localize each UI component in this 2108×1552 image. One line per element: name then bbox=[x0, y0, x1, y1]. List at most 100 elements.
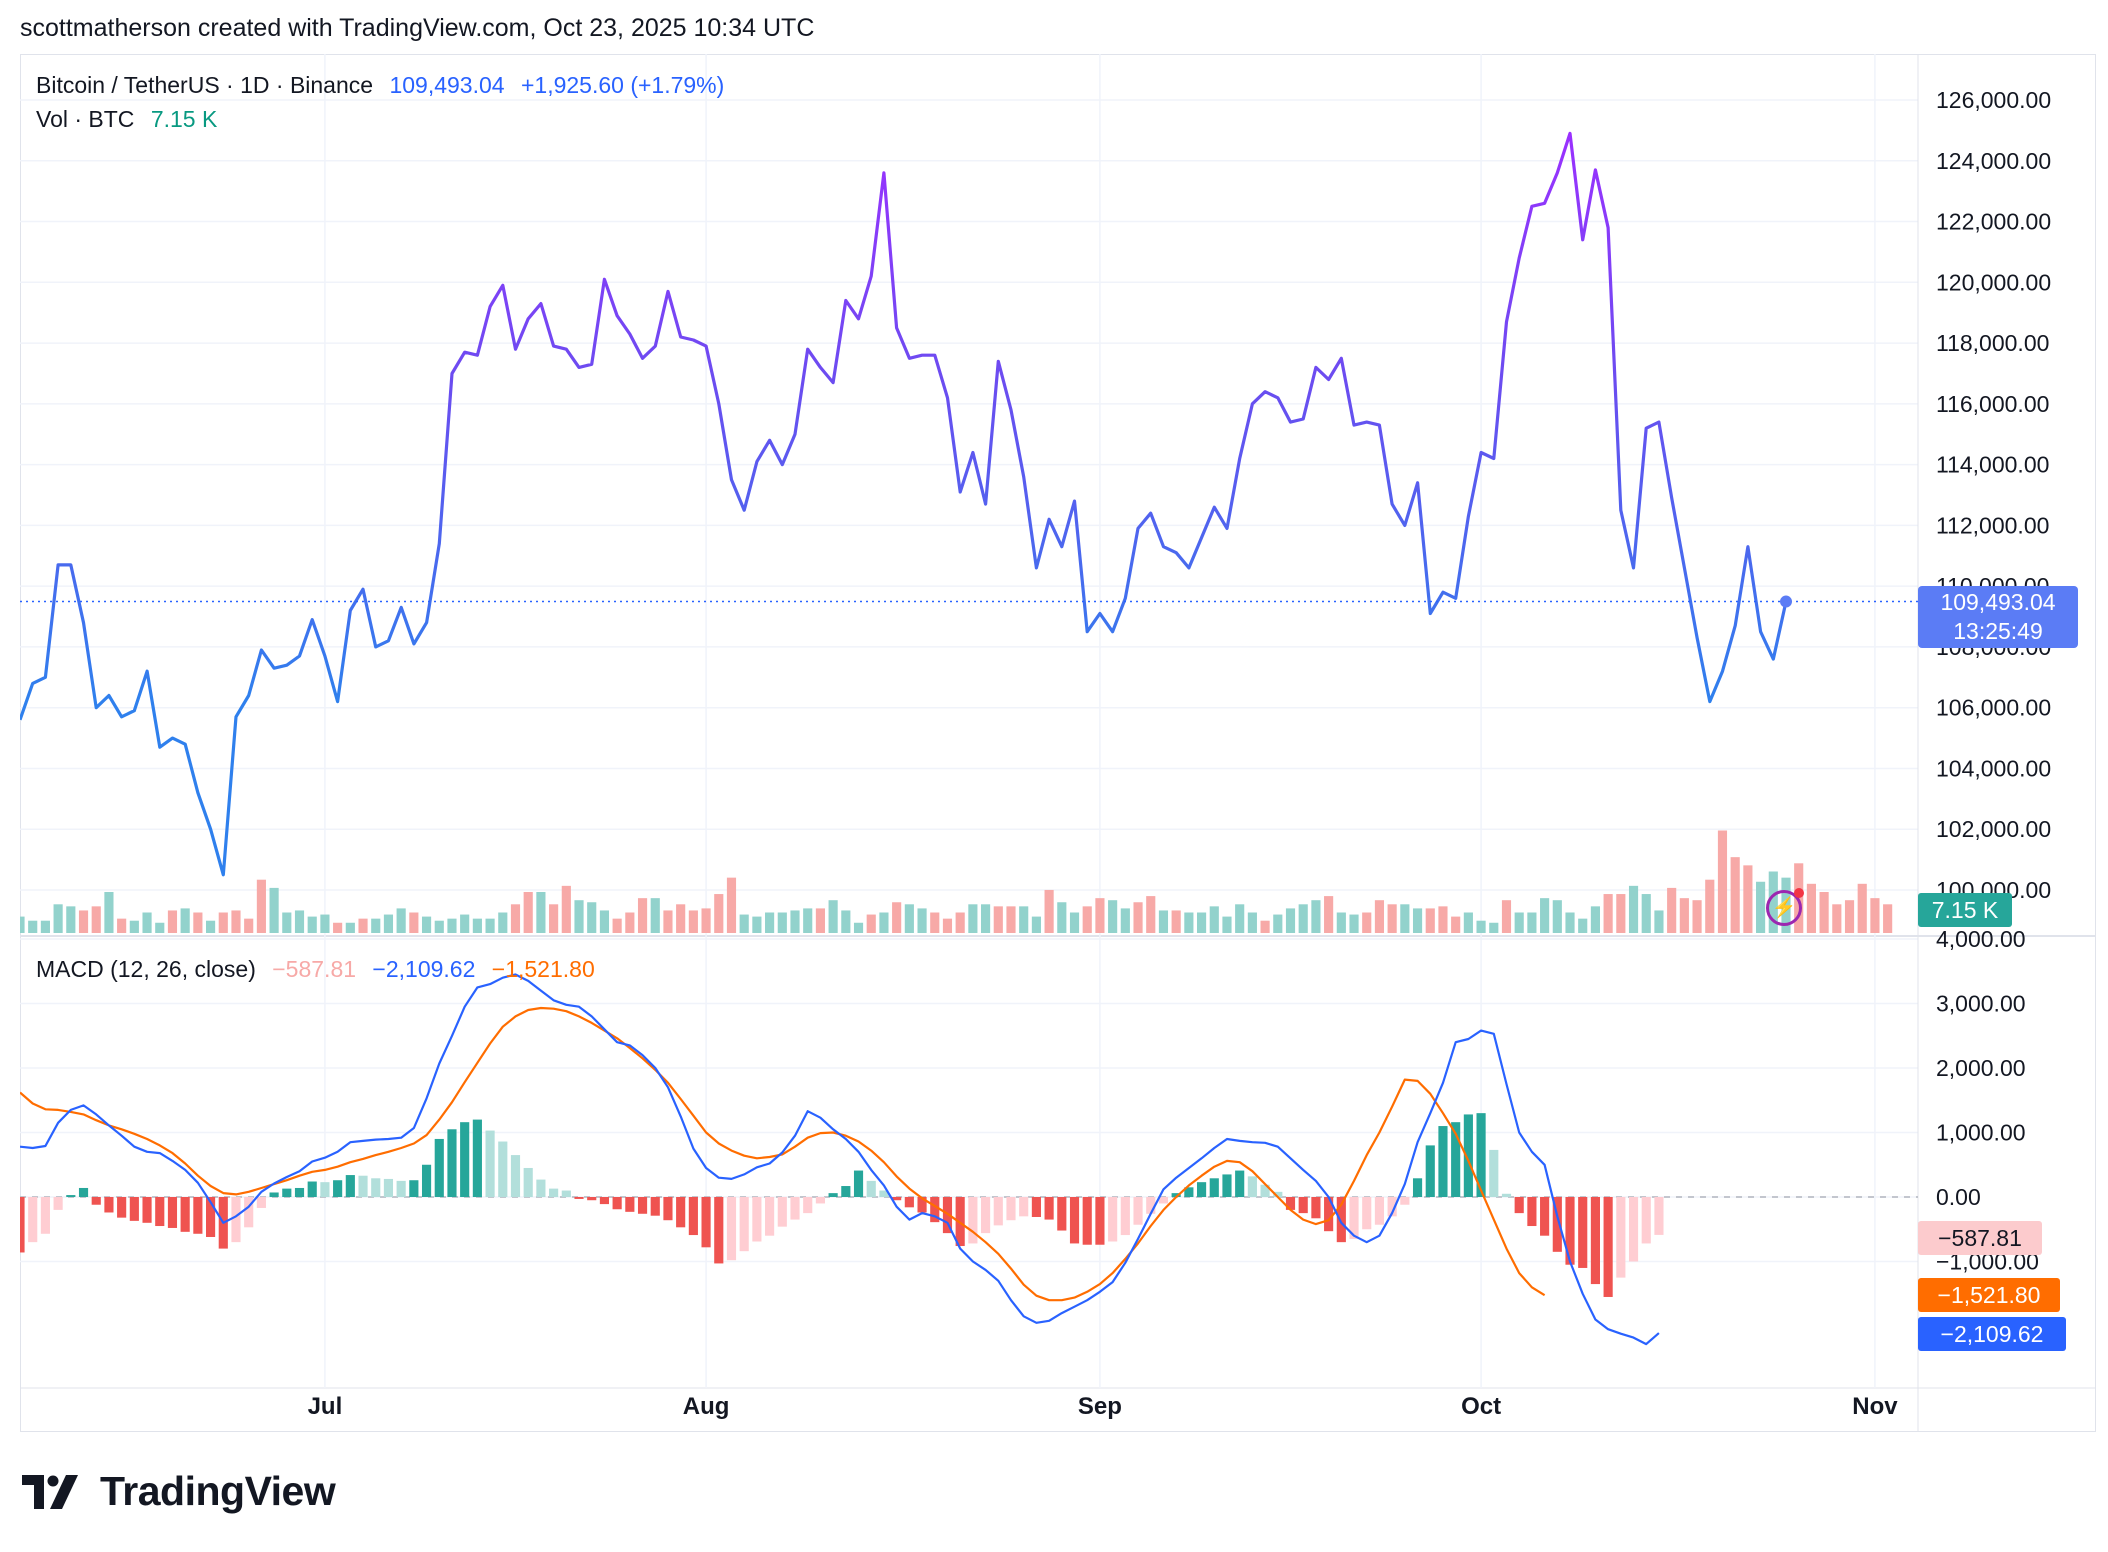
macd-histogram-bar bbox=[206, 1197, 216, 1237]
volume-bar bbox=[167, 910, 178, 933]
volume-bar bbox=[1400, 904, 1410, 933]
volume-bar bbox=[739, 914, 749, 933]
lightning-icon[interactable]: ⚡ bbox=[1766, 888, 1804, 926]
last-price-dot bbox=[1780, 595, 1792, 608]
time-tick-label: Nov bbox=[1852, 1393, 1898, 1420]
macd-histogram-bar bbox=[1400, 1197, 1410, 1205]
volume-bar bbox=[269, 887, 279, 933]
macd-histogram-bar bbox=[1616, 1197, 1626, 1278]
macd-histogram-bar bbox=[561, 1190, 571, 1197]
tradingview-logo-icon bbox=[22, 1474, 78, 1509]
volume-bar bbox=[333, 922, 343, 933]
volume-bar bbox=[1743, 865, 1753, 933]
macd-histogram-bar bbox=[1565, 1197, 1575, 1265]
macd-histogram-bar bbox=[663, 1197, 673, 1221]
volume-bar bbox=[688, 910, 698, 933]
volume-legend[interactable]: Vol · BTC 7.15 K bbox=[36, 106, 227, 133]
macd-histogram-bar bbox=[993, 1197, 1003, 1226]
volume-bar bbox=[1133, 902, 1143, 933]
volume-bar bbox=[307, 916, 317, 933]
volume-bar bbox=[701, 908, 711, 933]
macd-histogram-bar bbox=[1095, 1197, 1105, 1245]
volume-bar bbox=[815, 908, 825, 933]
notification-dot bbox=[1794, 888, 1804, 898]
price-tick-label: 118,000.00 bbox=[1936, 330, 2049, 356]
macd-histogram-bar bbox=[1082, 1197, 1092, 1245]
volume-bar bbox=[1590, 906, 1600, 933]
macd-histogram-bar bbox=[485, 1130, 495, 1197]
macd-histogram-bar bbox=[904, 1197, 914, 1208]
macd-histogram-bar bbox=[1336, 1197, 1346, 1243]
volume-bar bbox=[1832, 904, 1842, 933]
volume-bar bbox=[942, 918, 953, 933]
macd-histogram-bar bbox=[167, 1197, 178, 1228]
macd-histogram-bar bbox=[1527, 1197, 1537, 1227]
macd-histogram-bar bbox=[866, 1180, 876, 1197]
macd-legend[interactable]: MACD (12, 26, close) −587.81 −2,109.62 −… bbox=[36, 956, 605, 983]
volume-bar bbox=[587, 902, 597, 933]
volume-bar bbox=[1552, 900, 1562, 933]
macd-histogram-bar bbox=[752, 1197, 762, 1242]
volume-bar bbox=[1628, 885, 1639, 933]
symbol-legend[interactable]: Bitcoin / TetherUS · 1D · Binance 109,49… bbox=[36, 72, 734, 99]
volume-bar bbox=[765, 912, 775, 933]
macd-histogram-bar bbox=[1641, 1197, 1651, 1244]
macd-histogram-bar bbox=[1260, 1184, 1270, 1197]
macd-histogram-bar bbox=[155, 1197, 165, 1227]
macd-histogram-bar bbox=[981, 1197, 991, 1234]
volume-bar bbox=[1019, 906, 1029, 933]
volume-badge: 7.15 K bbox=[1918, 893, 2012, 927]
volume-bar bbox=[892, 902, 902, 933]
macd-histogram-bar bbox=[726, 1197, 737, 1261]
price-tick-label: 106,000.00 bbox=[1936, 695, 2051, 721]
macd-histogram-bar bbox=[1120, 1197, 1130, 1236]
macd-histogram-bar bbox=[409, 1180, 419, 1197]
tradingview-logo[interactable]: TradingView bbox=[22, 1468, 336, 1515]
macd-histogram-bar bbox=[650, 1197, 660, 1216]
macd-histogram-bar bbox=[714, 1197, 724, 1264]
volume-bar bbox=[1387, 904, 1397, 933]
volume-bar bbox=[955, 912, 965, 933]
macd-histogram-bar bbox=[434, 1138, 444, 1197]
volume-bar bbox=[803, 908, 813, 933]
macd-histogram-bar bbox=[1196, 1182, 1207, 1197]
macd-histogram-bar bbox=[1463, 1114, 1473, 1197]
volume-title[interactable]: Vol · BTC bbox=[36, 106, 135, 132]
macd-histogram-bar bbox=[523, 1167, 533, 1197]
macd-histogram-bar bbox=[1311, 1197, 1321, 1219]
volume-bar bbox=[1476, 920, 1486, 933]
macd-histogram-bar bbox=[1451, 1122, 1461, 1197]
macd-histogram-bar bbox=[421, 1164, 432, 1197]
macd-histogram-bar bbox=[637, 1197, 648, 1214]
macd-histogram-bar bbox=[256, 1197, 266, 1208]
volume-bar bbox=[1565, 912, 1575, 933]
volume-bar bbox=[1578, 918, 1588, 933]
volume-bar bbox=[917, 908, 927, 933]
macd-histogram-bar bbox=[612, 1197, 622, 1210]
macd-histogram-bar bbox=[1222, 1174, 1232, 1197]
macd-line-badge: −2,109.62 bbox=[1918, 1317, 2066, 1351]
macd-histogram-bar bbox=[104, 1197, 114, 1213]
volume-bar bbox=[1273, 914, 1283, 933]
volume-bar bbox=[777, 912, 787, 933]
volume-bar bbox=[1705, 879, 1715, 933]
last-price: 109,493.04 bbox=[389, 72, 505, 98]
volume-bar bbox=[142, 912, 152, 933]
macd-histogram-bar bbox=[1362, 1197, 1372, 1230]
macd-histogram-bar bbox=[1552, 1197, 1562, 1252]
symbol-title[interactable]: Bitcoin / TetherUS · 1D · Binance bbox=[36, 72, 374, 98]
volume-bar bbox=[904, 904, 914, 933]
macd-histogram-bar bbox=[1438, 1126, 1448, 1197]
volume-bar bbox=[1120, 908, 1130, 933]
macd-title[interactable]: MACD (12, 26, close) bbox=[36, 956, 256, 982]
volume-bar bbox=[91, 906, 101, 933]
price-tick-label: 126,000.00 bbox=[1936, 87, 2051, 113]
macd-line bbox=[20, 973, 1660, 1346]
volume-bar bbox=[625, 912, 635, 933]
macd-histogram-bar bbox=[765, 1197, 775, 1236]
price-tick-label: 116,000.00 bbox=[1936, 391, 2049, 417]
macd-histogram-bar bbox=[307, 1181, 317, 1197]
macd-histogram-bar bbox=[396, 1180, 406, 1197]
volume-bar bbox=[129, 920, 139, 933]
